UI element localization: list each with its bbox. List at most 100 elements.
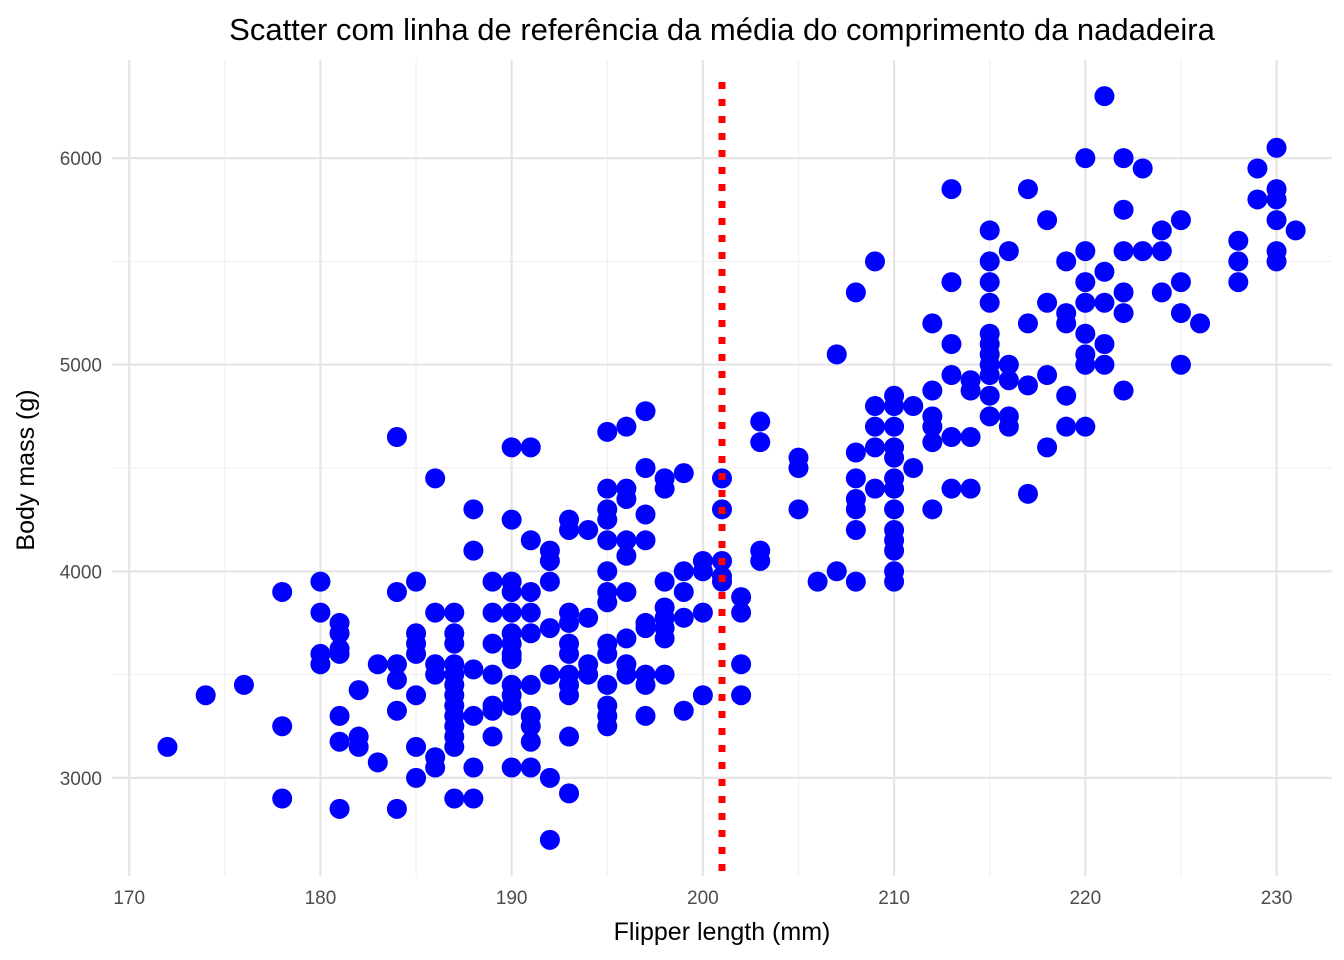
data-point [539, 550, 560, 571]
data-point [329, 705, 350, 726]
data-point [1037, 210, 1058, 231]
data-point [826, 561, 847, 582]
data-point [386, 427, 407, 448]
data-point [1113, 199, 1134, 220]
data-point [597, 592, 618, 613]
data-point [1037, 292, 1058, 313]
data-point [1151, 282, 1172, 303]
data-point [750, 550, 771, 571]
data-point [348, 680, 369, 701]
x-tick-label: 210 [878, 888, 910, 909]
data-point [616, 530, 637, 551]
data-point [559, 519, 580, 540]
data-point [884, 478, 905, 499]
data-point [539, 571, 560, 592]
data-point [692, 602, 713, 623]
x-tick-label: 220 [1069, 888, 1101, 909]
data-point [444, 602, 465, 623]
data-point [195, 685, 216, 706]
data-point [1113, 148, 1134, 169]
data-point [1170, 210, 1191, 231]
data-point [406, 643, 427, 664]
data-point [539, 829, 560, 850]
data-point [310, 602, 331, 623]
data-point [578, 519, 599, 540]
data-point [884, 416, 905, 437]
data-point [1113, 282, 1134, 303]
data-point [1094, 86, 1115, 107]
data-point [559, 643, 580, 664]
data-point [578, 664, 599, 685]
data-point [750, 432, 771, 453]
data-point [425, 757, 446, 778]
data-point [654, 571, 675, 592]
data-point [616, 545, 637, 566]
data-point [1170, 303, 1191, 324]
data-point [1056, 313, 1077, 334]
data-point [520, 716, 541, 737]
data-point [673, 463, 694, 484]
data-point [1075, 148, 1096, 169]
data-point [884, 571, 905, 592]
data-point [1075, 272, 1096, 293]
data-point [520, 731, 541, 752]
data-point [922, 432, 943, 453]
data-point [1132, 158, 1153, 179]
data-point [1094, 354, 1115, 375]
data-point [463, 659, 484, 680]
data-point [1037, 365, 1058, 386]
data-point [1037, 437, 1058, 458]
data-point [731, 654, 752, 675]
data-point [1170, 354, 1191, 375]
data-point [1228, 230, 1249, 251]
x-axis-tick-labels: 170 180 190 200 210 220 230 [113, 888, 1292, 909]
data-point [864, 437, 885, 458]
data-point [329, 643, 350, 664]
data-point [941, 427, 962, 448]
data-point [520, 674, 541, 695]
x-tick-label: 170 [113, 888, 145, 909]
data-point [979, 292, 1000, 313]
data-point [788, 458, 809, 478]
data-point [731, 602, 752, 623]
data-point [826, 344, 847, 365]
data-point [1151, 220, 1172, 241]
data-point [482, 602, 503, 623]
data-point [673, 561, 694, 582]
data-point [444, 736, 465, 757]
data-point [444, 788, 465, 809]
data-point [941, 478, 962, 499]
data-point [654, 664, 675, 685]
data-point [501, 757, 522, 778]
data-point [501, 602, 522, 623]
data-point [635, 458, 656, 478]
data-point [960, 478, 981, 499]
data-point [520, 530, 541, 551]
data-point [884, 396, 905, 417]
data-point [616, 488, 637, 509]
data-point [539, 664, 560, 685]
data-point [998, 370, 1019, 391]
data-point [597, 674, 618, 695]
data-point [864, 396, 885, 417]
data-point [635, 705, 656, 726]
data-point [482, 571, 503, 592]
data-point [979, 220, 1000, 241]
data-point [1266, 137, 1287, 158]
data-point [597, 530, 618, 551]
data-point [482, 633, 503, 654]
data-point [406, 767, 427, 788]
data-point [597, 643, 618, 664]
data-point [635, 504, 656, 525]
data-point [998, 241, 1019, 262]
data-point [1113, 380, 1134, 401]
data-point [1228, 272, 1249, 293]
data-point [922, 416, 943, 437]
data-point [463, 788, 484, 809]
data-point [501, 509, 522, 530]
data-point [884, 447, 905, 468]
data-point [406, 736, 427, 757]
data-point [845, 499, 866, 520]
data-point [845, 571, 866, 592]
